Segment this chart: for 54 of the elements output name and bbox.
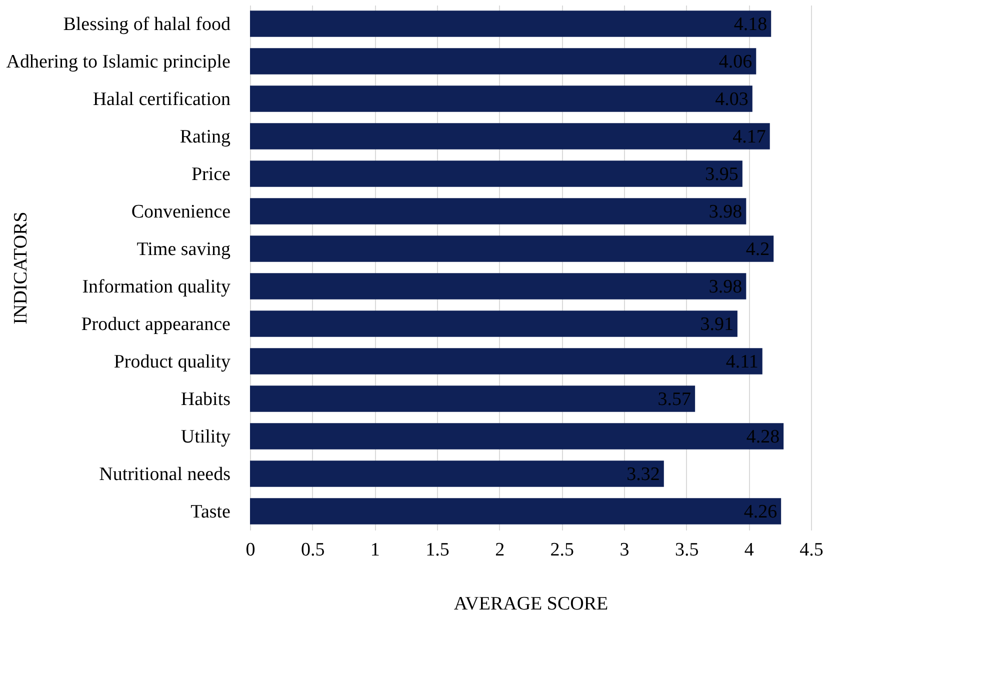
bar	[250, 86, 752, 112]
data-label: 4.11	[726, 351, 758, 372]
x-tick-label: 1.5	[426, 540, 450, 560]
data-label: 4.26	[744, 501, 778, 522]
data-label: 4.18	[734, 14, 768, 35]
data-label: 3.32	[626, 464, 660, 485]
bar	[250, 10, 772, 37]
data-label: 3.98	[708, 201, 742, 222]
data-label: 4.28	[746, 426, 780, 448]
bar	[250, 310, 738, 337]
y-tick-label: Utility	[180, 426, 231, 448]
data-label: 3.57	[658, 388, 692, 410]
bar	[250, 348, 762, 374]
x-tick-label: 3.5	[674, 540, 699, 560]
y-tick-label: Adhering to Islamic principle	[6, 51, 230, 72]
y-tick-label: Habits	[180, 388, 230, 410]
bar	[250, 236, 774, 262]
bar	[250, 160, 742, 187]
data-label: 3.91	[700, 314, 734, 335]
y-tick-label: Taste	[190, 501, 230, 522]
x-tick-label: 0	[246, 540, 256, 560]
y-tick-label: Rating	[180, 126, 231, 148]
x-tick-label: 4.5	[800, 540, 824, 560]
data-label: 3.98	[708, 276, 742, 298]
x-axis-title: AVERAGE SCORE	[454, 594, 608, 614]
x-tick-label: 1	[370, 540, 380, 560]
x-tick-label: 4	[744, 540, 754, 560]
y-tick-label: Information quality	[82, 276, 231, 298]
data-label: 4.17	[732, 126, 766, 148]
y-tick-label: Halal certification	[92, 88, 231, 110]
bar	[250, 498, 782, 524]
y-tick-label: Product appearance	[81, 314, 230, 335]
x-tick-label: 0.5	[300, 540, 325, 560]
x-tick-label: 3	[620, 540, 630, 560]
data-label: 3.95	[705, 164, 738, 185]
y-tick-label: Nutritional needs	[99, 464, 230, 485]
y-axis-title: INDICATORS	[10, 212, 32, 324]
y-tick-label: Price	[191, 164, 230, 185]
y-tick-label: Product quality	[114, 351, 231, 372]
y-tick-label: Time saving	[136, 238, 231, 260]
data-label: 4.2	[746, 238, 770, 260]
bar	[250, 386, 696, 412]
data-label: 4.06	[718, 51, 752, 72]
bar	[250, 273, 746, 300]
x-tick-label: 2	[495, 540, 505, 560]
data-label: 4.03	[715, 88, 748, 110]
y-tick-label: Convenience	[131, 201, 230, 222]
bar	[250, 460, 664, 487]
y-tick-label: Blessing of halal food	[63, 14, 231, 35]
bar	[250, 423, 784, 450]
x-tick-label: 2.5	[550, 540, 574, 560]
bar	[250, 198, 746, 224]
bar	[250, 48, 756, 74]
bar	[250, 123, 770, 150]
